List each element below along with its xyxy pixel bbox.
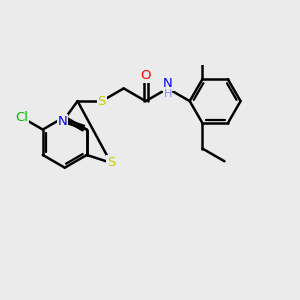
- Text: O: O: [140, 69, 151, 82]
- Text: N: N: [58, 115, 68, 128]
- Text: N: N: [163, 77, 172, 90]
- Text: H: H: [164, 89, 172, 99]
- Text: S: S: [107, 156, 115, 169]
- Text: S: S: [98, 94, 106, 108]
- Text: Cl: Cl: [15, 111, 28, 124]
